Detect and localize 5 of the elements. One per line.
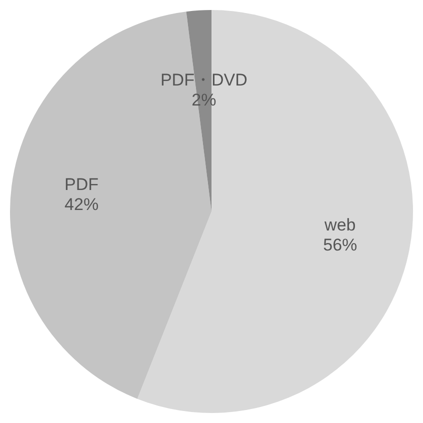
slice-label: PDF・DVD: [160, 70, 248, 90]
data-label: 42%: [64, 194, 99, 214]
slice-label: web: [324, 216, 356, 235]
slice-label: PDF: [64, 174, 99, 194]
data-label: 56%: [323, 236, 358, 255]
